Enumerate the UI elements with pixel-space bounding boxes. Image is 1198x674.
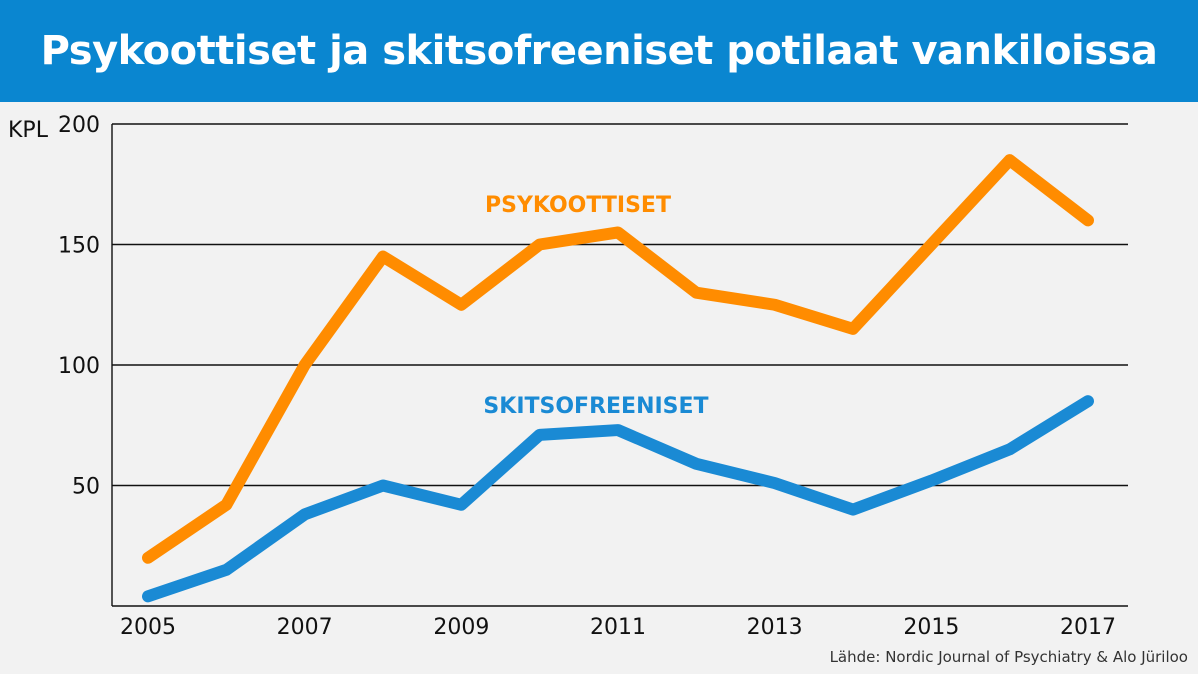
x-tick-label-2011: 2011 [590, 615, 646, 640]
x-tick-label-2015: 2015 [903, 615, 959, 640]
x-tick-label-2007: 2007 [277, 615, 333, 640]
y-axis-label: KPL [8, 118, 48, 143]
x-tick-label-2009: 2009 [433, 615, 489, 640]
y-tick-label-50: 50 [72, 475, 100, 500]
y-tick-label-200: 200 [58, 113, 100, 138]
y-tick-label-150: 150 [58, 234, 100, 259]
series-line-skitsofreeniset [142, 395, 1094, 603]
x-tick-label-2005: 2005 [120, 615, 176, 640]
x-tick-label-2017: 2017 [1060, 615, 1116, 640]
chart-title: Psykoottiset ja skitsofreeniset potilaat… [40, 28, 1158, 74]
series-label-skitsofreeniset: SKITSOFREENISET [483, 394, 708, 419]
y-axis-unit-label: KPL [8, 118, 48, 143]
series-line-psykoottiset [142, 154, 1094, 564]
title-bar: Psykoottiset ja skitsofreeniset potilaat… [0, 0, 1198, 102]
source-note: Lähde: Nordic Journal of Psychiatry & Al… [829, 648, 1188, 666]
x-tick-label-2013: 2013 [747, 615, 803, 640]
series-label-psykoottiset: PSYKOOTTISET [485, 193, 671, 218]
y-tick-label-100: 100 [58, 354, 100, 379]
